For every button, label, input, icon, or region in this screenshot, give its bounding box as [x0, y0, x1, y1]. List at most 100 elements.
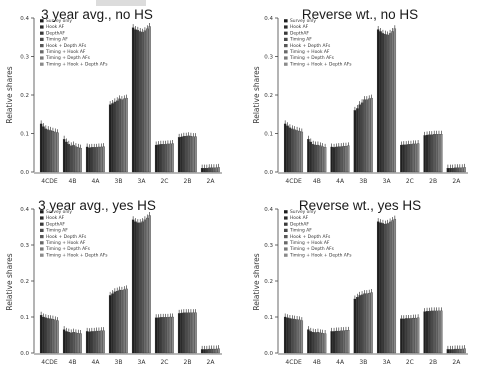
bar	[171, 316, 174, 354]
bar	[365, 99, 369, 173]
x-tick-label: 3B	[115, 178, 123, 185]
bar	[298, 319, 301, 354]
bar	[134, 29, 137, 173]
bar	[446, 168, 450, 173]
bar	[386, 34, 389, 173]
bar	[134, 221, 137, 354]
bar-group-3a	[131, 211, 151, 354]
bar	[123, 98, 126, 173]
bar	[111, 293, 114, 354]
y-tick-label: 0.1	[264, 132, 273, 138]
bar	[70, 145, 73, 173]
bar	[293, 129, 296, 173]
bar	[379, 222, 382, 354]
bar	[108, 104, 112, 173]
bar	[433, 134, 436, 173]
bar	[102, 146, 105, 173]
bar	[51, 319, 55, 354]
bar	[169, 143, 172, 173]
bar	[74, 332, 78, 354]
legend-swatch	[284, 37, 288, 41]
bar	[288, 127, 292, 173]
legend-entry: Timing AF	[289, 37, 312, 43]
bar	[85, 331, 89, 354]
bar	[192, 312, 195, 354]
bar	[113, 101, 117, 173]
bar	[412, 317, 415, 354]
bar-group-4a	[85, 143, 105, 173]
bar	[79, 333, 82, 354]
bar	[97, 146, 101, 173]
bar	[309, 141, 312, 173]
x-tick-label: 2A	[207, 178, 216, 185]
bar	[449, 349, 452, 354]
legend-entry: Timing AF	[289, 228, 312, 234]
y-tick-label: 0.4	[20, 207, 29, 213]
bar-group-4a	[330, 326, 350, 354]
legend-entry: Timing AF	[45, 37, 68, 43]
bar	[139, 222, 142, 354]
y-tick-label: 0.1	[264, 315, 273, 321]
bar	[307, 329, 310, 354]
legend-swatch	[40, 31, 44, 35]
bar	[376, 221, 380, 354]
bar	[131, 219, 135, 354]
legend-swatch	[40, 56, 44, 60]
bar	[386, 223, 389, 354]
bar	[200, 168, 204, 173]
bar	[409, 144, 413, 173]
bar	[189, 136, 193, 173]
bar	[56, 132, 59, 173]
x-tick-label: 4A	[92, 178, 101, 185]
bar-group-3a	[131, 22, 151, 173]
legend-entry: Timing + Hook AF	[289, 240, 330, 246]
bar-group-4b	[307, 135, 327, 173]
bar	[435, 134, 438, 173]
bar-group-4cde	[39, 120, 59, 173]
bar	[67, 331, 71, 354]
x-tick-label: 4A	[92, 359, 101, 366]
bar	[356, 108, 359, 173]
bar	[159, 144, 163, 173]
bar	[90, 147, 94, 173]
legend-entry: Hook + Depth AFs	[290, 43, 331, 49]
legend-swatch	[284, 31, 288, 35]
legend-entry: Timing + Hook + Depth AFs	[289, 252, 352, 258]
bar	[440, 134, 443, 173]
bar-group-4cde	[283, 313, 304, 354]
bar	[347, 330, 350, 354]
y-axis-label: Relative shares	[5, 66, 14, 123]
bar	[379, 31, 382, 173]
bar	[288, 318, 292, 354]
x-tick-label: 2A	[207, 359, 216, 366]
bar	[203, 349, 206, 354]
bar	[393, 28, 397, 173]
bar	[88, 147, 91, 173]
bar	[164, 144, 167, 173]
bar-group-4cde	[39, 311, 59, 354]
bar	[62, 329, 66, 354]
bar	[433, 310, 436, 354]
bar	[205, 349, 209, 354]
bar	[409, 318, 413, 354]
bar	[456, 348, 459, 354]
legend-entry: Timing + Depth AFs	[45, 55, 91, 61]
bar-group-2a	[446, 163, 466, 173]
bar	[363, 99, 366, 173]
bar	[102, 330, 105, 354]
bar	[360, 294, 364, 354]
bar	[182, 136, 186, 173]
y-tick-label: 0.0	[264, 170, 273, 176]
x-tick-label: 4CDE	[41, 359, 58, 366]
x-tick-label: 3B	[359, 359, 367, 366]
bar	[458, 348, 462, 354]
bar	[113, 291, 117, 354]
legend-entry: DepthAF	[46, 221, 65, 227]
legend-entry: Survey only	[46, 18, 72, 24]
bar	[62, 139, 66, 173]
legend-swatch	[284, 222, 288, 226]
bar	[192, 136, 195, 173]
bar	[185, 312, 188, 354]
bar	[180, 312, 183, 354]
